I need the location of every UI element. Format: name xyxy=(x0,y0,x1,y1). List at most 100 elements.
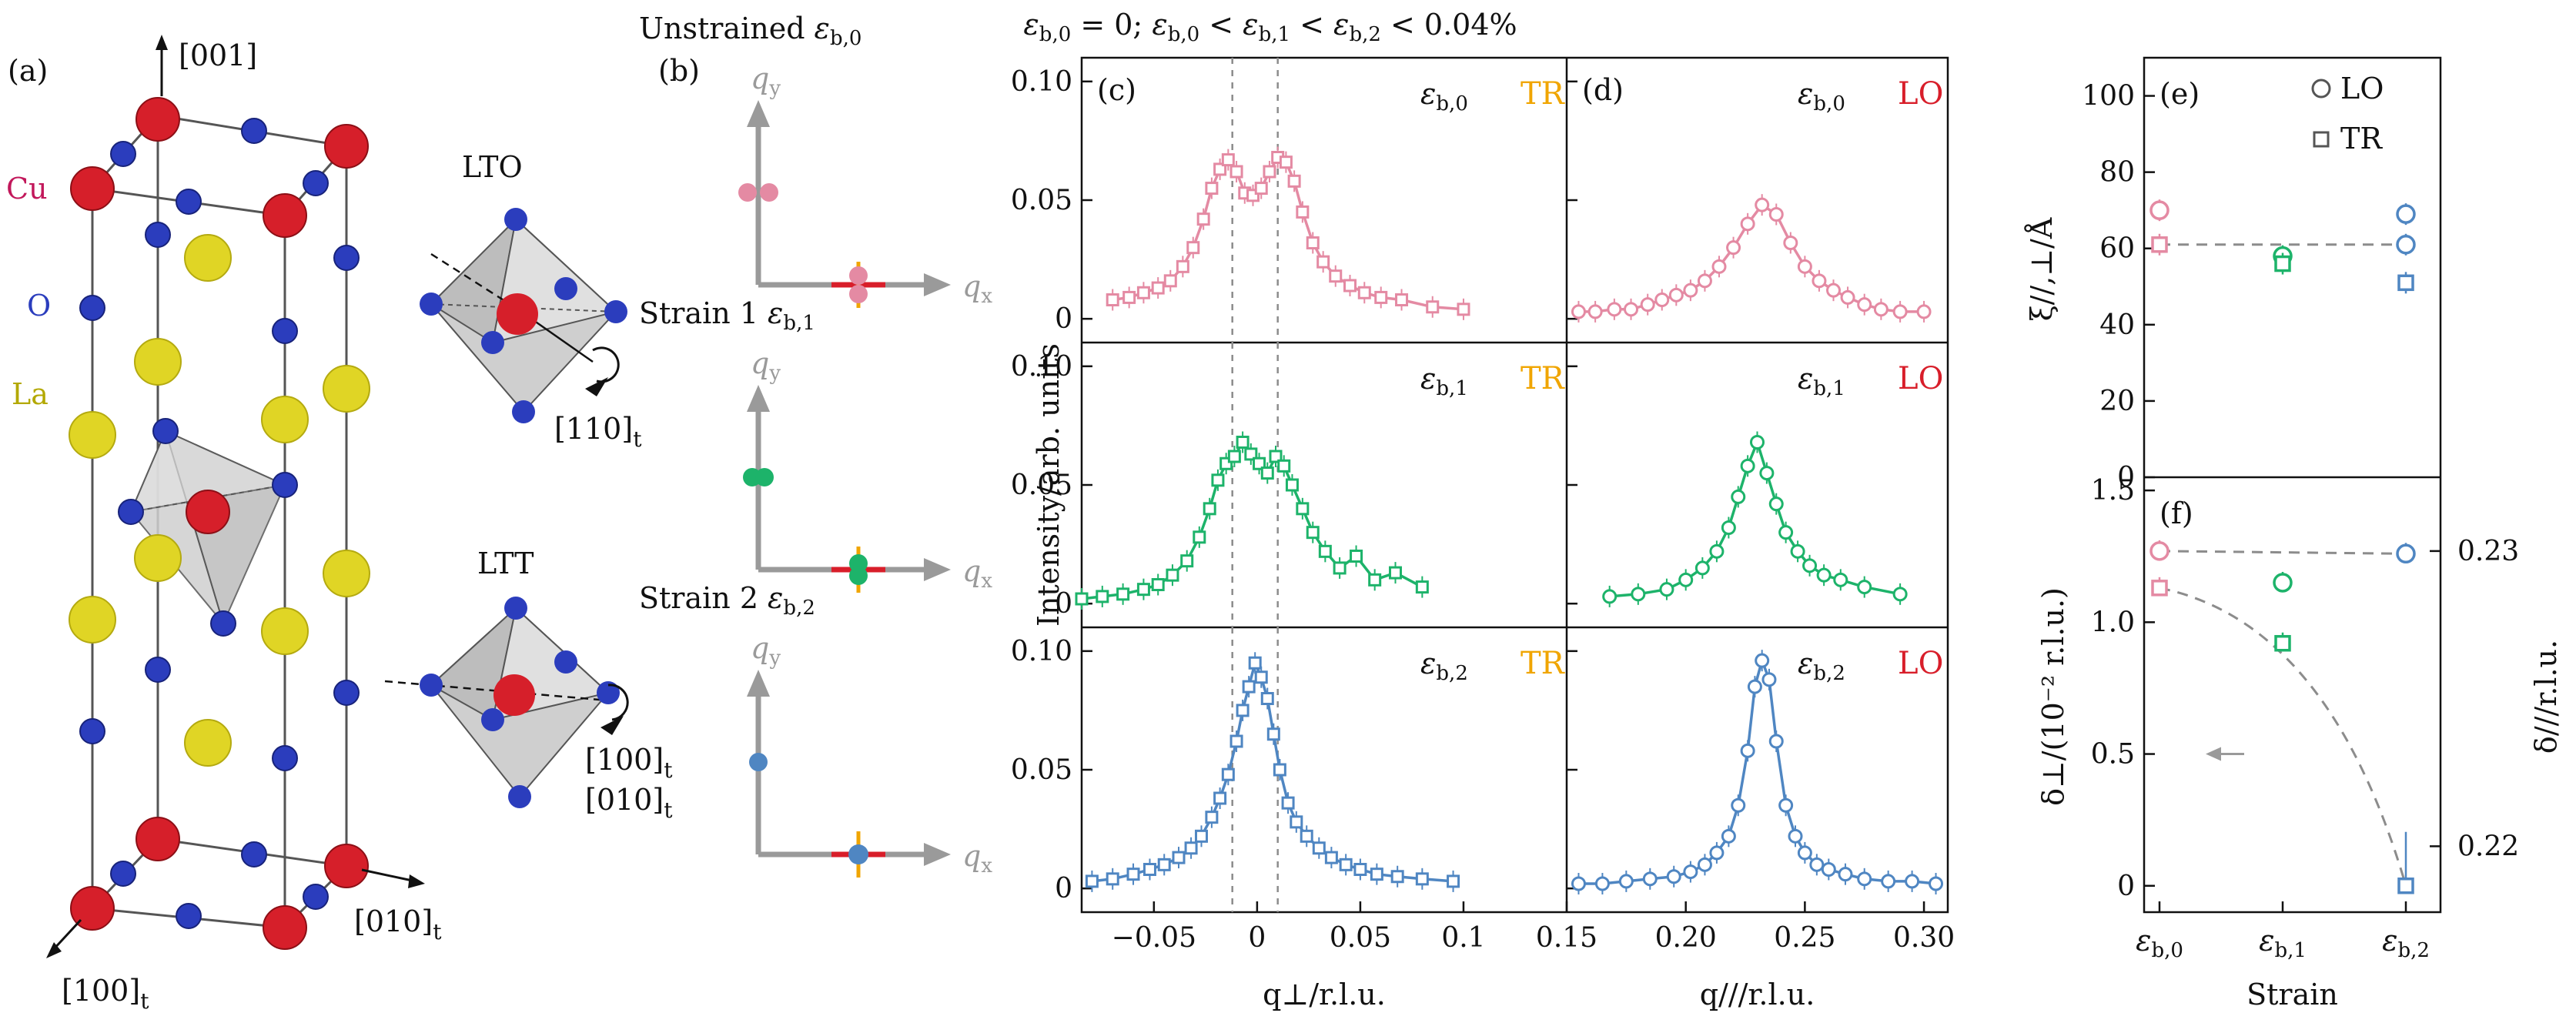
panel-0-xtick-label-2: 0.05 xyxy=(1330,922,1391,954)
legend-tr-marker xyxy=(2313,131,2330,148)
panel-1-row-2-point-17 xyxy=(1797,845,1812,861)
dir-010t-label: [010]t xyxy=(354,904,442,944)
panel-0-row-2-point-19 xyxy=(1281,796,1295,810)
legend-lo-label: LO xyxy=(2340,72,2384,105)
panel-1-row-2-tag: LO xyxy=(1898,646,1943,681)
panel-1-row-2-point-19 xyxy=(1821,862,1836,877)
row-1-ytick-label-1: 0.05 xyxy=(1011,470,1072,501)
panel-f-ytick-label-0: 0 xyxy=(2117,871,2135,902)
panel-1-row-1-point-6 xyxy=(1721,520,1736,535)
panel-0-row-2-point-22 xyxy=(1312,841,1326,855)
panel-f-point-0-0 xyxy=(2149,541,2170,561)
panel-1-row-1-point-5 xyxy=(1709,543,1725,559)
panel-1-row-2-point-23 xyxy=(1905,874,1920,889)
panel-0-row-2-point-11 xyxy=(1229,734,1243,748)
atom-label-cu: Cu xyxy=(6,172,48,206)
panel-0-row-1-point-0 xyxy=(1075,592,1089,606)
panel-0-row-2-point-14 xyxy=(1248,656,1262,670)
panel-1-row-1-point-4 xyxy=(1694,560,1710,576)
panel-f-point-0-1 xyxy=(2273,573,2293,593)
panel-e-ylabel: ξ//,⊥/Å xyxy=(2025,217,2059,321)
panel-0-row-1-point-11 xyxy=(1227,450,1241,463)
panel-0-row-2-eps-label-eps: ε xyxy=(1420,647,1436,680)
row-1-ytick-label-0: 0 xyxy=(1055,588,1072,620)
schematic-title-2: Strain 2 εb,2 xyxy=(639,581,815,620)
panel-f-xtick-eps-0: ε xyxy=(2136,924,2151,958)
panel-1-row-1-eps-label-eps: ε xyxy=(1798,362,1813,396)
dir-100t-label: [100]t xyxy=(62,974,149,1014)
row-2-ytick-label-1: 0.05 xyxy=(1011,754,1072,786)
panel-0-row-1-point-15 xyxy=(1260,466,1274,480)
schematic-sub-0: b,0 xyxy=(830,27,861,50)
panel-0-xtick-label-1: 0 xyxy=(1248,922,1266,954)
qx-dot-bottom-0 xyxy=(849,285,868,303)
panel-1-row-2-point-10 xyxy=(1740,743,1755,758)
panel-1-row-2-point-9 xyxy=(1731,797,1746,813)
panel-1-row-0-point-8 xyxy=(1697,273,1712,289)
panel-0-row-0-point-4 xyxy=(1163,274,1177,288)
panel-0-xtick-label-3: 0.1 xyxy=(1441,922,1485,954)
panel-1-row-0-eps-label-eps: ε xyxy=(1798,77,1813,111)
panel-e-ytick-label-4: 80 xyxy=(2099,157,2135,189)
panel-0-row-2-point-24 xyxy=(1339,858,1353,871)
panel-0-row-2-point-10 xyxy=(1221,767,1235,781)
panel-0-row-2-point-25 xyxy=(1353,863,1367,876)
panel-0-row-2-point-17 xyxy=(1266,727,1280,741)
panel-1-row-2-point-14 xyxy=(1768,734,1784,749)
panel-0-row-2-eps-label-sub: b,2 xyxy=(1436,662,1467,685)
ltt-label: LTT xyxy=(477,547,534,580)
schematic-title-1: Strain 1 εb,1 xyxy=(639,296,815,335)
panel-0-row-2-point-1 xyxy=(1106,872,1119,886)
panel-1-xtick-label-1: 0.20 xyxy=(1655,922,1717,954)
panel-1-row-2-point-2 xyxy=(1618,874,1634,889)
panel-c-ylabel: Intensity/arb. units xyxy=(1032,343,1066,627)
panel-f-dashed-line-top xyxy=(2159,550,2407,555)
panel-1-row-2-point-5 xyxy=(1683,864,1698,880)
panel-f-point-1-0 xyxy=(2151,580,2168,597)
panel-0-row-1-point-18 xyxy=(1285,478,1299,492)
panel-0-row-0-point-0 xyxy=(1106,293,1119,306)
panel-0-row-2-point-27 xyxy=(1390,870,1404,884)
panel-0-row-1-point-5 xyxy=(1166,568,1179,582)
panel-0-row-2-point-13 xyxy=(1242,680,1256,694)
panel-0-row-1-point-4 xyxy=(1151,578,1165,591)
panel-1-row-0-point-6 xyxy=(1668,287,1684,303)
panel-1-row-1-point-17 xyxy=(1857,580,1872,595)
panel-1-row-2-point-12 xyxy=(1755,653,1770,668)
qx-q-0: q xyxy=(962,269,981,303)
panel-0-row-1-point-25 xyxy=(1388,566,1402,580)
panel-0-row-1-point-20 xyxy=(1306,526,1320,540)
panel-0-row-0-point-17 xyxy=(1279,155,1293,169)
panel-0-row-0-point-11 xyxy=(1229,165,1243,179)
qy-q-1: q xyxy=(751,346,769,380)
ltt-octahedron xyxy=(384,597,629,808)
qy-dot-right-0 xyxy=(760,183,778,202)
lto-octahedron xyxy=(420,208,627,423)
dir-110t-label: [110]t xyxy=(554,412,642,452)
panel-e-point-0-2 xyxy=(2396,204,2416,224)
panel-0-row-2-point-3 xyxy=(1142,863,1156,876)
panel-0-row-0-point-24 xyxy=(1357,286,1371,299)
panel-0-row-1-point-1 xyxy=(1096,590,1109,603)
panel-1-row-2-eps-label-sub: b,2 xyxy=(1813,662,1845,685)
panel-1-row-2-point-7 xyxy=(1709,845,1725,861)
panel-0-row-1-point-22 xyxy=(1333,561,1347,575)
panels-e-f-summary: 0 20 40 60 80 100 ξ//,⊥/Å (e) LO TR 0 0.5 1.0 1.5 δ⊥/(… xyxy=(2025,56,2563,1011)
panel-0-row-2-point-7 xyxy=(1194,829,1208,843)
panel-e-letter: (e) xyxy=(2159,77,2200,111)
panel-1-row-2-point-1 xyxy=(1594,876,1610,891)
panel-1-row-0-eps-label: εb,0 xyxy=(1798,77,1845,115)
qy-q-2: q xyxy=(751,631,769,665)
panel-0-row-0-tag: TR xyxy=(1521,76,1566,112)
panel-0-row-2-point-15 xyxy=(1254,670,1268,684)
panel-0-row-0-point-1 xyxy=(1122,290,1136,304)
panel-1-row-2-point-24 xyxy=(1929,876,1944,891)
panel-f-point-1-1 xyxy=(2274,634,2291,652)
panel-1-row-1-point-7 xyxy=(1731,489,1746,504)
panel-1-row-1-point-0 xyxy=(1602,589,1618,604)
panel-e-ytick-label-3: 60 xyxy=(2099,233,2135,265)
qx-dot-2 xyxy=(848,844,868,864)
panel-0-row-2-point-5 xyxy=(1172,851,1186,864)
legend-tr-label: TR xyxy=(2340,122,2383,155)
